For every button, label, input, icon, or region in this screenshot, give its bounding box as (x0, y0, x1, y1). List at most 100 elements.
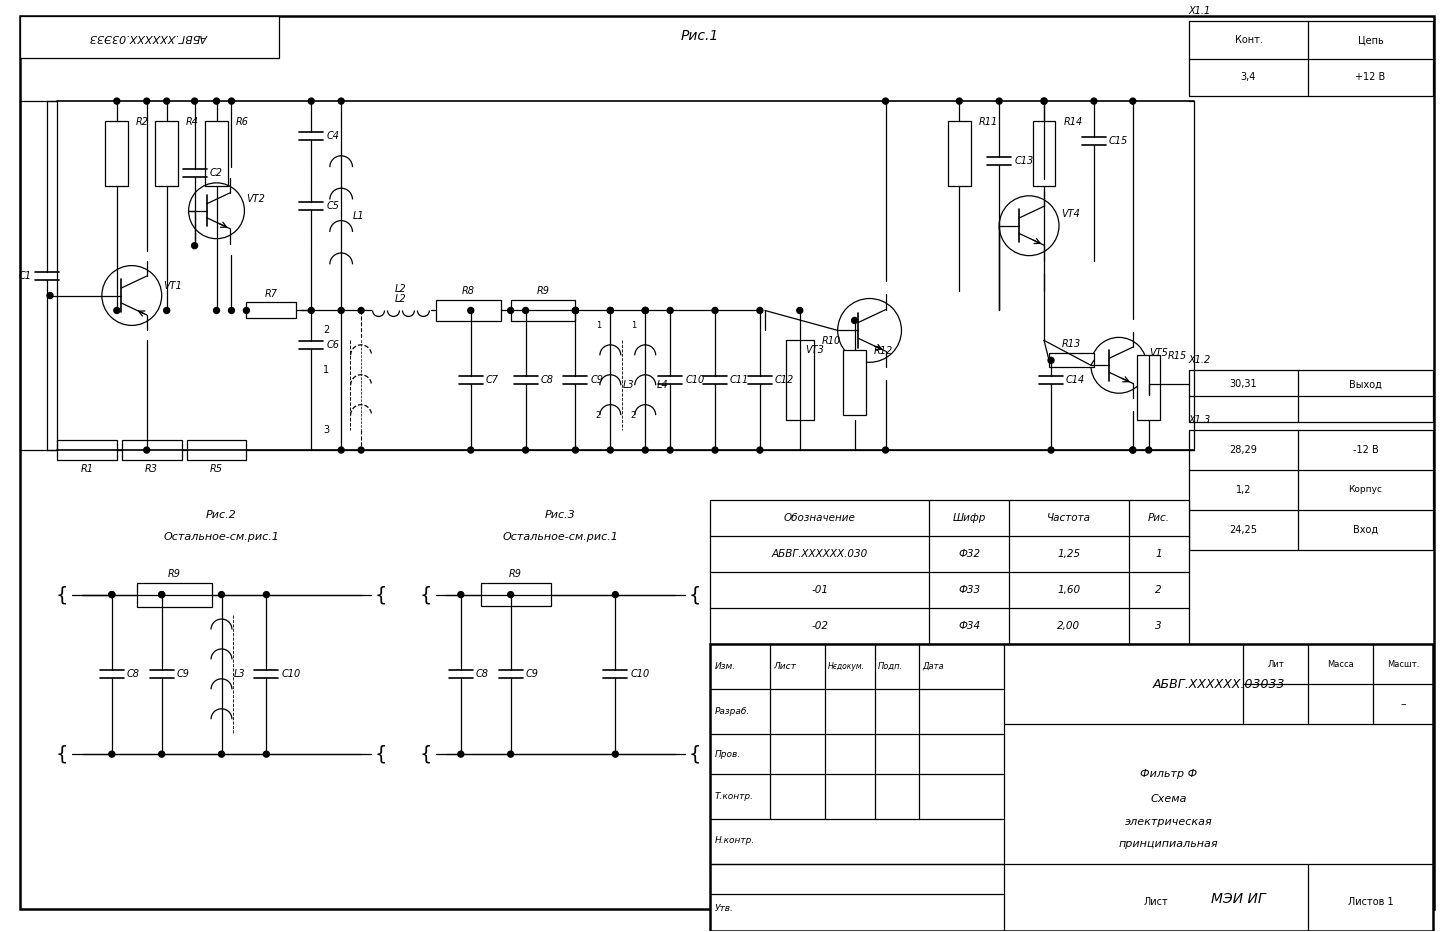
Text: 3,4: 3,4 (1240, 73, 1256, 82)
Text: Нєдокум.: Нєдокум. (827, 662, 865, 671)
Circle shape (522, 308, 529, 313)
Text: VT4: VT4 (1061, 209, 1080, 219)
Text: Пров.: Пров. (715, 749, 742, 759)
Bar (510, 300, 576, 321)
Text: X1.1: X1.1 (1188, 7, 1211, 17)
Text: C11: C11 (730, 376, 749, 385)
Circle shape (758, 447, 763, 453)
Circle shape (573, 447, 579, 453)
Text: C15: C15 (1109, 136, 1128, 146)
Text: L2: L2 (395, 283, 407, 294)
Text: C2: C2 (209, 169, 222, 178)
Circle shape (573, 308, 579, 313)
Text: R7: R7 (265, 289, 278, 298)
Bar (785, 340, 814, 420)
Circle shape (522, 447, 529, 453)
Circle shape (1130, 447, 1136, 453)
Text: C9: C9 (590, 376, 603, 385)
Text: C9: C9 (176, 669, 189, 679)
Text: R10: R10 (822, 336, 840, 347)
Text: АБВГ.XXXXXX.03033: АБВГ.XXXXXX.03033 (1152, 678, 1285, 691)
Circle shape (608, 308, 614, 313)
Text: Рис.3: Рис.3 (545, 510, 576, 520)
Circle shape (1130, 447, 1136, 453)
Text: принципиальная: принципиальная (1120, 839, 1218, 849)
Text: X1.3: X1.3 (1188, 415, 1211, 425)
Text: 30,31: 30,31 (1230, 379, 1258, 390)
Bar (481, 583, 551, 606)
Circle shape (358, 308, 364, 313)
Text: C8: C8 (126, 669, 140, 679)
Circle shape (458, 592, 464, 597)
Circle shape (1146, 447, 1152, 453)
Text: 1: 1 (1156, 549, 1162, 559)
Text: C10: C10 (685, 376, 704, 385)
Circle shape (1041, 98, 1047, 104)
Circle shape (214, 98, 220, 104)
Circle shape (263, 592, 269, 597)
Text: Разраб.: Разраб. (715, 706, 750, 716)
Bar (246, 303, 297, 319)
Text: Ф34: Ф34 (958, 622, 980, 631)
Circle shape (612, 592, 618, 597)
Circle shape (643, 308, 648, 313)
Text: VT5: VT5 (1149, 349, 1168, 358)
Text: Ф33: Ф33 (958, 585, 980, 596)
Text: L3: L3 (234, 669, 246, 679)
Text: 24,25: 24,25 (1230, 525, 1258, 535)
Text: C5: C5 (326, 200, 339, 211)
Bar (20, 17, 279, 58)
Text: Н.контр.: Н.контр. (715, 836, 755, 845)
Circle shape (883, 447, 888, 453)
Circle shape (712, 308, 718, 313)
Text: C9: C9 (525, 669, 538, 679)
Text: C12: C12 (775, 376, 794, 385)
Text: Частота: Частота (1047, 513, 1090, 523)
Text: R11: R11 (979, 117, 997, 127)
Text: C8: C8 (541, 376, 554, 385)
Circle shape (1048, 447, 1054, 453)
Circle shape (214, 308, 220, 313)
Text: 2: 2 (323, 325, 329, 336)
Text: Подп.: Подп. (878, 662, 903, 671)
Text: {: { (375, 745, 387, 763)
Bar (186, 441, 246, 459)
Text: {: { (375, 585, 387, 604)
Text: 1: 1 (631, 321, 635, 330)
Circle shape (339, 447, 345, 453)
Bar (948, 121, 971, 185)
Circle shape (164, 308, 170, 313)
Text: 3: 3 (1156, 622, 1162, 631)
Circle shape (228, 98, 234, 104)
Text: C10: C10 (630, 669, 650, 679)
Circle shape (1090, 98, 1096, 104)
Text: R14: R14 (1063, 117, 1083, 127)
Text: Рис.: Рис. (1147, 513, 1169, 523)
Text: R1: R1 (80, 463, 93, 473)
Circle shape (308, 98, 314, 104)
Text: R13: R13 (1061, 339, 1082, 350)
Text: R2: R2 (137, 117, 150, 127)
Circle shape (158, 751, 164, 757)
Text: R15: R15 (1168, 351, 1188, 362)
Circle shape (712, 447, 718, 453)
Text: Вход: Вход (1354, 525, 1378, 535)
Text: R12: R12 (874, 347, 893, 356)
Text: VT1: VT1 (164, 281, 183, 291)
Text: Остальное-см.рис.1: Остальное-см.рис.1 (503, 532, 618, 541)
Text: Утв.: Утв. (715, 904, 734, 913)
Text: {: { (420, 745, 432, 763)
Text: АБВГ.XXXXXX.030: АБВГ.XXXXXX.030 (772, 549, 868, 559)
Circle shape (158, 592, 164, 597)
Text: Конт.: Конт. (1234, 35, 1262, 45)
Circle shape (643, 308, 648, 313)
Text: электрическая: электрическая (1125, 817, 1213, 827)
Text: L3: L3 (622, 380, 634, 391)
Text: Выход: Выход (1349, 379, 1383, 390)
Circle shape (667, 308, 673, 313)
Bar (156, 121, 177, 185)
Circle shape (158, 592, 164, 597)
Bar (1188, 370, 1432, 422)
Text: {: { (420, 585, 432, 604)
Circle shape (643, 308, 648, 313)
